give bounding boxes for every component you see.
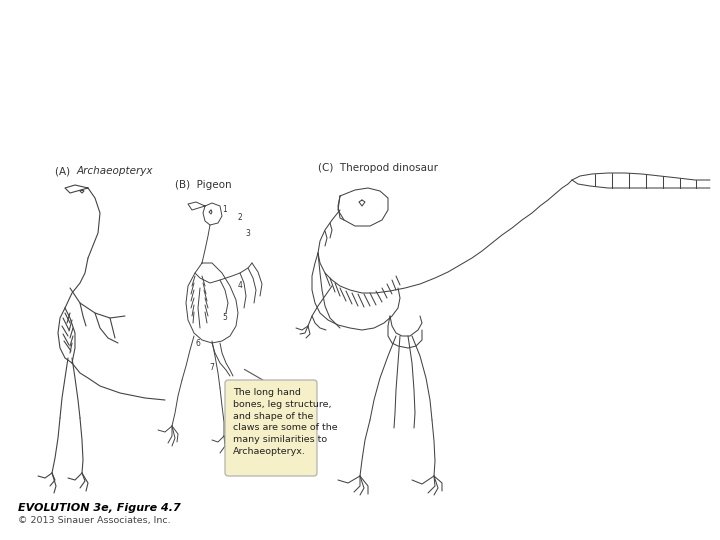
- FancyBboxPatch shape: [225, 380, 317, 476]
- Text: © 2013 Sinauer Associates, Inc.: © 2013 Sinauer Associates, Inc.: [18, 516, 171, 525]
- Text: 6: 6: [196, 339, 200, 348]
- Text: (C)  Theropod dinosaur: (C) Theropod dinosaur: [318, 163, 438, 173]
- Text: EVOLUTION 3e, Figure 4.7: EVOLUTION 3e, Figure 4.7: [18, 503, 181, 513]
- Text: 5: 5: [222, 314, 228, 322]
- Text: (A): (A): [55, 166, 76, 176]
- Text: theropod dinosaur: theropod dinosaur: [8, 42, 148, 57]
- Text: Archaeopteryx: Archaeopteryx: [77, 166, 153, 176]
- Text: 4: 4: [238, 281, 243, 291]
- Text: (B)  Pigeon: (B) Pigeon: [175, 180, 232, 190]
- Text: 3: 3: [246, 228, 251, 238]
- Text: , (B) a modern bird, and (C) a dromaeosaurid: , (B) a modern bird, and (C) a dromaeosa…: [386, 14, 720, 29]
- Text: 2: 2: [238, 213, 243, 222]
- Text: Archaeopteryx: Archaeopteryx: [274, 14, 386, 29]
- Text: 7: 7: [210, 363, 215, 373]
- Text: 1: 1: [222, 206, 228, 214]
- Text: Figure 4.7  Skeletal features of (A): Figure 4.7 Skeletal features of (A): [8, 14, 274, 29]
- Text: The long hand
bones, leg structure,
and shape of the
claws are some of the
many : The long hand bones, leg structure, and …: [233, 388, 338, 456]
